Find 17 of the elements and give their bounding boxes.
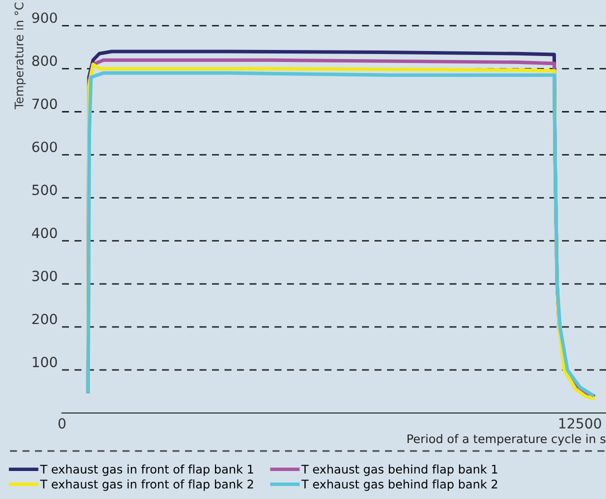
- y-tick-label: 700: [32, 98, 57, 110]
- y-tick-label: 300: [32, 270, 57, 282]
- x-tick-label: 12500: [559, 418, 602, 429]
- x-tick-label: 0: [58, 418, 66, 429]
- legend-label: T exhaust gas in front of flap bank 1: [40, 464, 254, 476]
- y-tick-label: 400: [32, 228, 57, 238]
- legend-label: T exhaust gas behind flap bank 2: [301, 479, 498, 491]
- y-axis-title: Temperature in °C: [14, 2, 26, 110]
- legend-label: T exhaust gas in front of flap bank 2: [40, 479, 254, 491]
- x-axis-title: Period of a temperature cycle in s: [408, 434, 606, 446]
- y-tick-label: 100: [32, 356, 57, 368]
- legend-label: T exhaust gas behind flap bank 1: [301, 464, 498, 476]
- y-tick-label: 900: [32, 12, 57, 23]
- y-tick-label: 800: [32, 56, 57, 66]
- y-tick-label: 500: [32, 184, 57, 196]
- y-tick-label: 200: [32, 314, 57, 324]
- y-tick-label: 600: [32, 142, 57, 152]
